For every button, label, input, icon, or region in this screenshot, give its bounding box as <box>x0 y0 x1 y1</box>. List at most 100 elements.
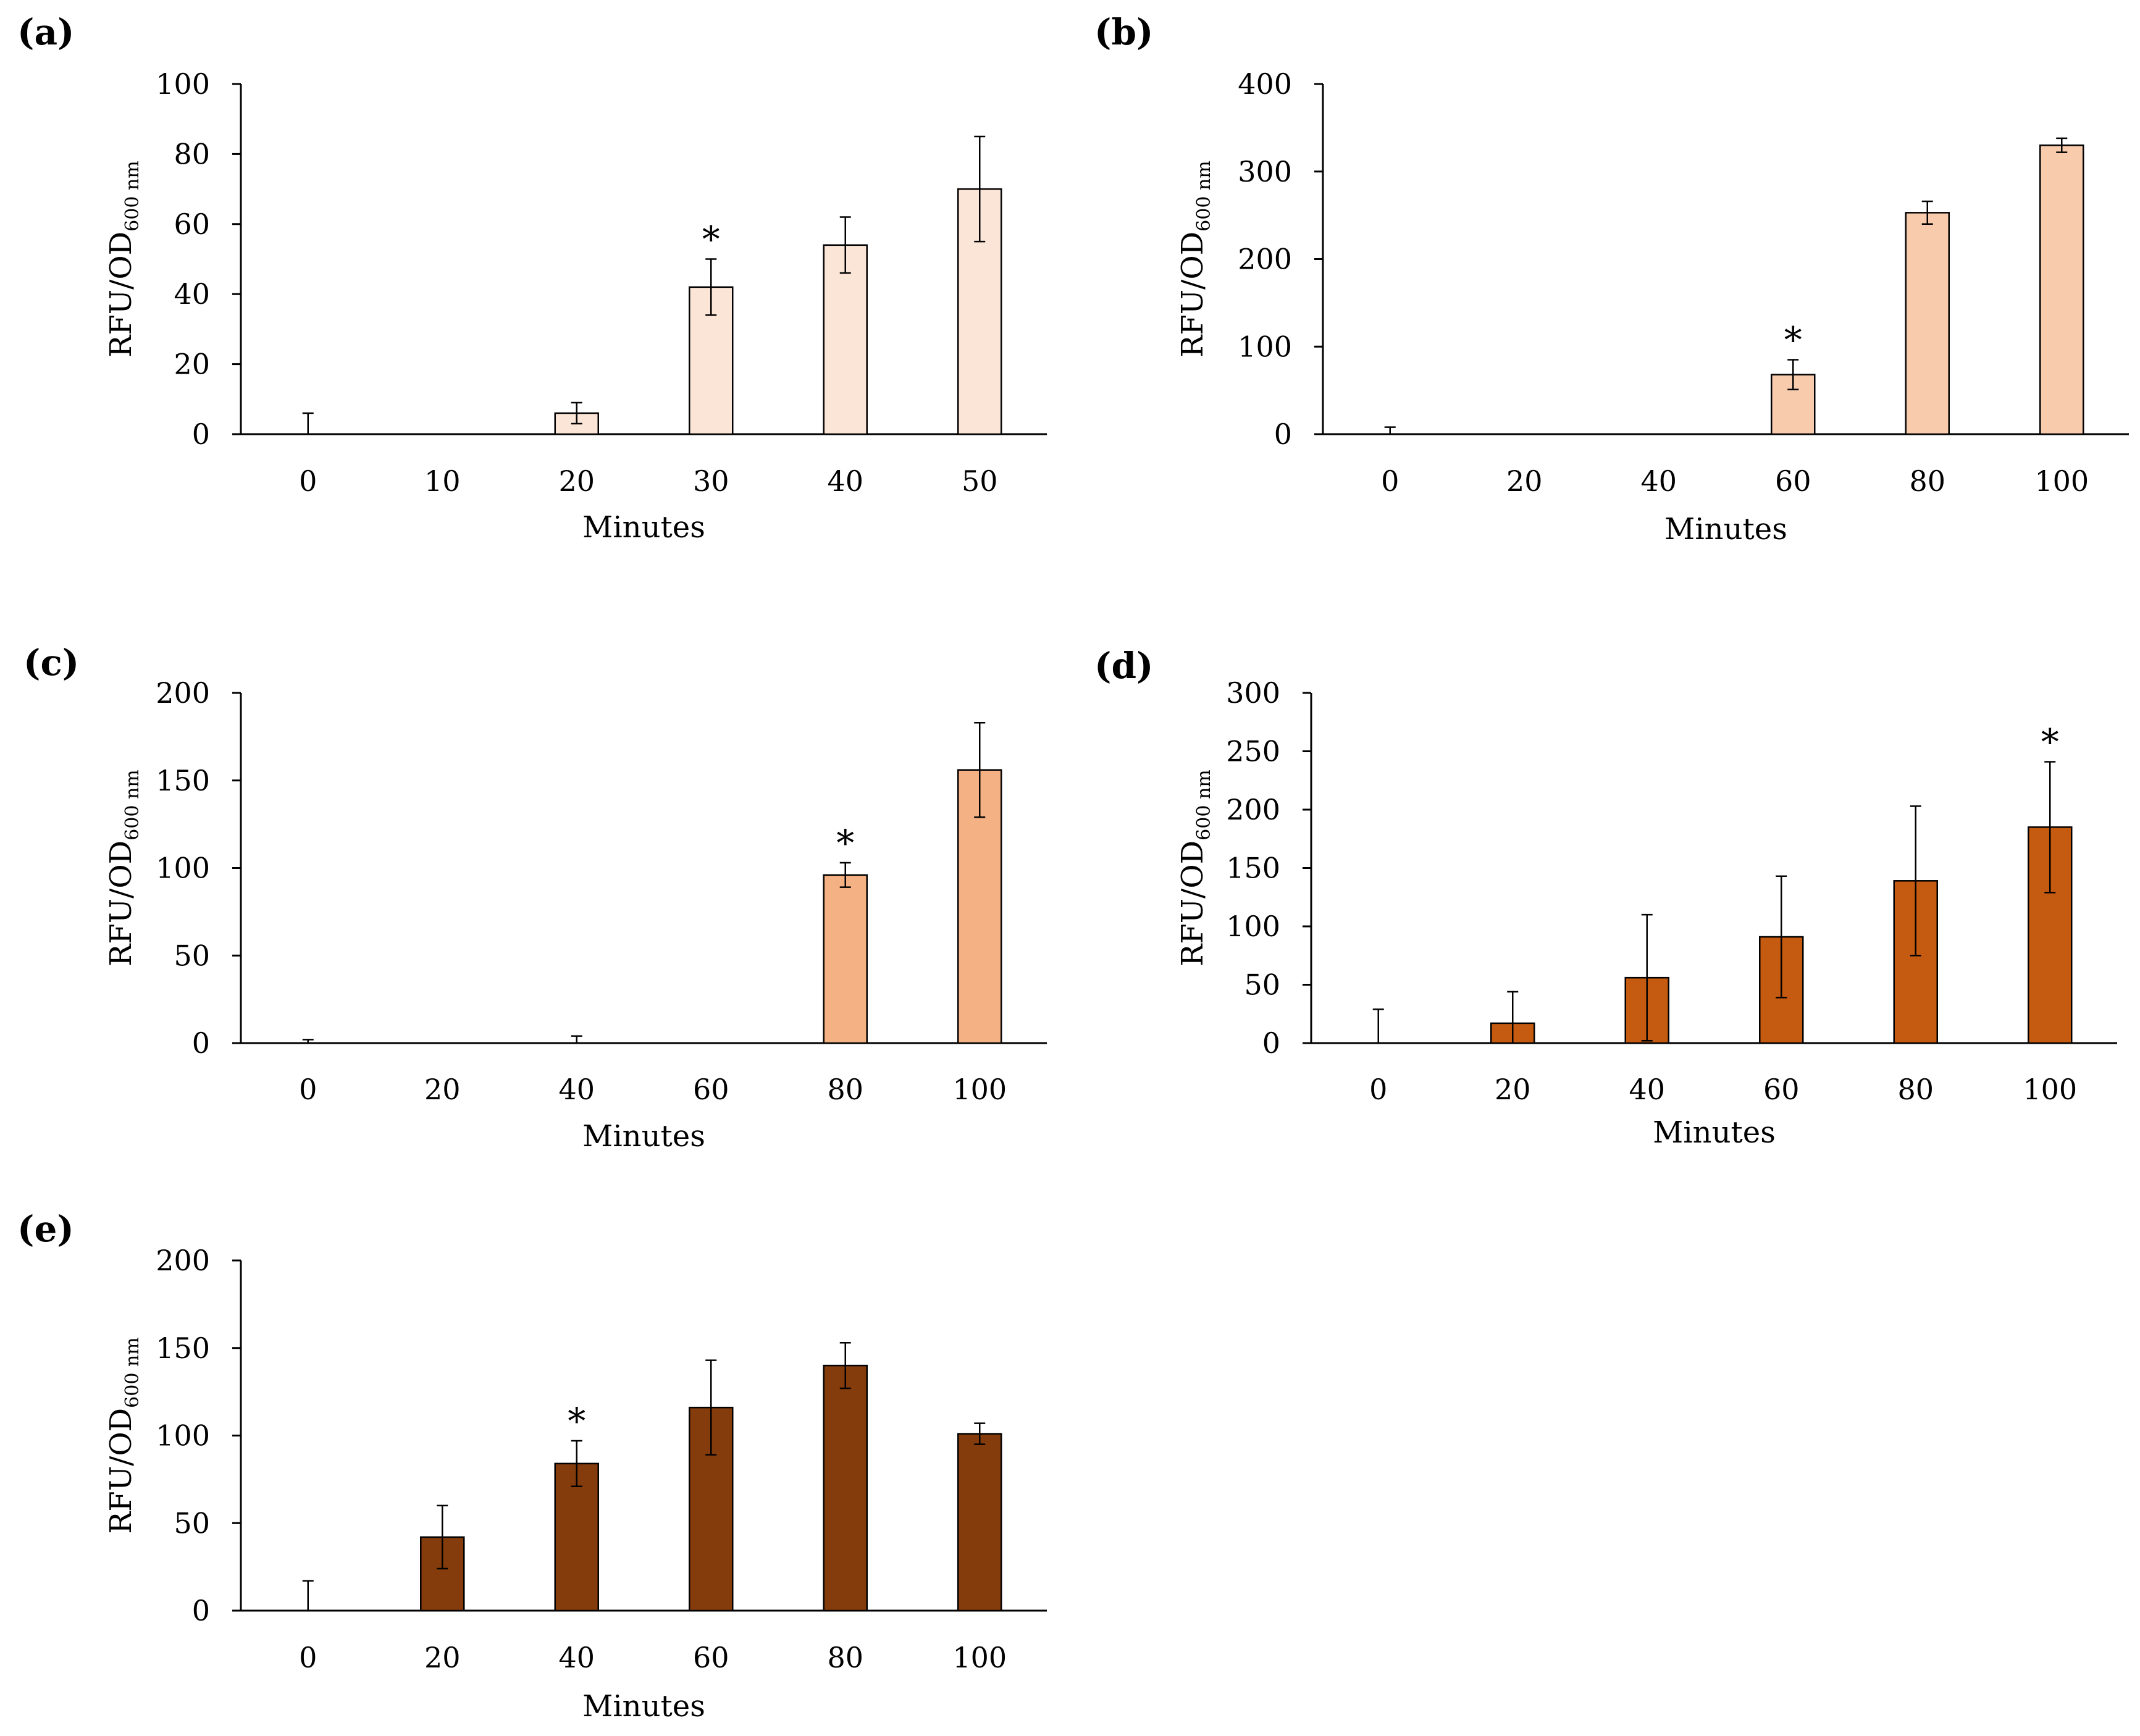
x-tick-label: 0 <box>299 1641 317 1674</box>
significance-marker: * <box>836 822 854 864</box>
y-tick-label: 100 <box>1226 910 1280 943</box>
x-axis-title: Minutes <box>1664 512 1787 547</box>
y-tick-label: 400 <box>1238 67 1292 101</box>
y-tick-label: 300 <box>1238 155 1292 188</box>
y-tick-label: 50 <box>174 1506 210 1540</box>
x-tick-label: 60 <box>1775 464 1811 498</box>
x-tick-label: 20 <box>1495 1073 1531 1106</box>
x-tick-label: 100 <box>2023 1073 2077 1106</box>
x-tick-label: 20 <box>424 1073 461 1106</box>
chart-panel-3: (c) 0 50 100 150 200 0 20 40 60 80 100 * Minutes RFU/O… <box>23 642 1047 1154</box>
y-axis-title: RFU/OD600 nm <box>104 1337 143 1533</box>
x-tick-label: 80 <box>827 1073 863 1106</box>
panel-label: (d) <box>1094 645 1153 687</box>
panel-label: (b) <box>1094 11 1153 53</box>
y-axis-title: RFU/OD600 nm <box>104 161 143 357</box>
bar <box>689 286 734 435</box>
significance-marker: * <box>702 219 720 261</box>
bar <box>823 874 868 1044</box>
x-axis-title: Minutes <box>582 1689 705 1724</box>
x-tick-label: 80 <box>1909 464 1945 498</box>
y-tick-label: 150 <box>1226 852 1280 885</box>
x-tick-label: 0 <box>1381 464 1399 498</box>
y-tick-label: 60 <box>174 208 210 241</box>
y-axis-title-subscript: 600 nm <box>1193 769 1215 841</box>
y-tick-label: 0 <box>192 417 210 451</box>
y-axis-title-main: RFU/OD <box>104 841 138 967</box>
y-tick-label: 50 <box>174 939 210 972</box>
x-tick-label: 40 <box>558 1641 595 1674</box>
x-axis-title: Minutes <box>1653 1115 1776 1150</box>
x-tick-label: 80 <box>827 1641 863 1674</box>
y-axis-title-main: RFU/OD <box>1175 232 1210 358</box>
chart-panel-4: (d) 0 50 100 150 200 250 300 0 20 40 60 80 100 * Minute… <box>1094 645 2117 1150</box>
bar <box>1905 212 1950 435</box>
x-tick-label: 60 <box>693 1073 729 1106</box>
x-tick-label: 100 <box>2034 464 2089 498</box>
y-axis-title-subscript: 600 nm <box>122 1337 143 1408</box>
y-tick-label: 0 <box>1274 417 1292 451</box>
y-tick-label: 0 <box>192 1026 210 1060</box>
y-axis-title-main: RFU/OD <box>104 232 138 358</box>
x-tick-label: 20 <box>1506 464 1543 498</box>
x-tick-label: 80 <box>1897 1073 1934 1106</box>
y-axis-title: RFU/OD600 nm <box>1175 769 1215 966</box>
significance-marker: * <box>568 1400 585 1442</box>
y-tick-label: 100 <box>1238 330 1292 363</box>
x-tick-label: 40 <box>827 464 863 498</box>
bar <box>2039 144 2084 435</box>
x-tick-label: 0 <box>1369 1073 1387 1106</box>
x-tick-label: 100 <box>952 1073 1007 1106</box>
x-tick-label: 40 <box>1640 464 1677 498</box>
bar <box>957 1433 1002 1612</box>
x-tick-label: 30 <box>693 464 729 498</box>
y-axis-title: RFU/OD600 nm <box>1175 161 1215 357</box>
x-tick-label: 60 <box>693 1641 729 1674</box>
x-tick-label: 50 <box>962 464 998 498</box>
panel-label: (c) <box>23 642 79 684</box>
significance-marker: * <box>2041 721 2059 763</box>
x-tick-label: 40 <box>1629 1073 1665 1106</box>
x-tick-label: 60 <box>1763 1073 1800 1106</box>
y-tick-label: 300 <box>1226 676 1280 710</box>
significance-marker: * <box>1784 319 1802 361</box>
y-axis-title: RFU/OD600 nm <box>104 769 143 966</box>
panel-label: (a) <box>17 11 74 53</box>
y-tick-label: 0 <box>1262 1026 1280 1060</box>
x-tick-label: 0 <box>299 1073 317 1106</box>
y-axis-title-main: RFU/OD <box>104 1408 138 1534</box>
y-tick-label: 50 <box>1244 968 1280 1002</box>
chart-panel-2: (b) 0 100 200 300 400 0 20 40 60 80 100 * Minutes RFU/… <box>1094 11 2129 547</box>
y-tick-label: 40 <box>174 277 210 311</box>
y-tick-label: 250 <box>1226 735 1280 768</box>
x-tick-label: 100 <box>952 1641 1007 1674</box>
panel-label: (e) <box>17 1208 74 1250</box>
y-axis-title-main: RFU/OD <box>1175 841 1210 967</box>
x-tick-label: 20 <box>558 464 595 498</box>
y-tick-label: 20 <box>174 348 210 381</box>
y-axis-title-subscript: 600 nm <box>122 769 143 841</box>
y-tick-label: 150 <box>156 1331 210 1365</box>
y-tick-label: 200 <box>1226 793 1280 826</box>
x-tick-label: 10 <box>424 464 461 498</box>
y-tick-label: 200 <box>156 676 210 710</box>
y-tick-label: 0 <box>192 1594 210 1627</box>
x-tick-label: 0 <box>299 464 317 498</box>
y-tick-label: 200 <box>1238 243 1292 276</box>
y-axis-title-subscript: 600 nm <box>1193 161 1215 232</box>
x-axis-title: Minutes <box>582 1119 705 1154</box>
x-tick-label: 20 <box>424 1641 461 1674</box>
y-tick-label: 100 <box>156 852 210 885</box>
y-axis-title-subscript: 600 nm <box>122 161 143 232</box>
chart-panel-1: (a) 0 20 40 60 80 100 0 10 20 30 40 50 * Minutes RFU/OD… <box>17 11 1047 545</box>
y-tick-label: 200 <box>156 1244 210 1277</box>
y-tick-label: 100 <box>156 67 210 101</box>
y-tick-label: 100 <box>156 1419 210 1453</box>
chart-panel-5: (e) 0 50 100 150 200 0 20 40 60 80 100 * Minutes RFU/O… <box>17 1208 1047 1724</box>
bar <box>823 1364 868 1612</box>
bar <box>554 1462 599 1612</box>
x-axis-title: Minutes <box>582 510 705 545</box>
bar <box>823 244 868 435</box>
y-tick-label: 150 <box>156 764 210 797</box>
